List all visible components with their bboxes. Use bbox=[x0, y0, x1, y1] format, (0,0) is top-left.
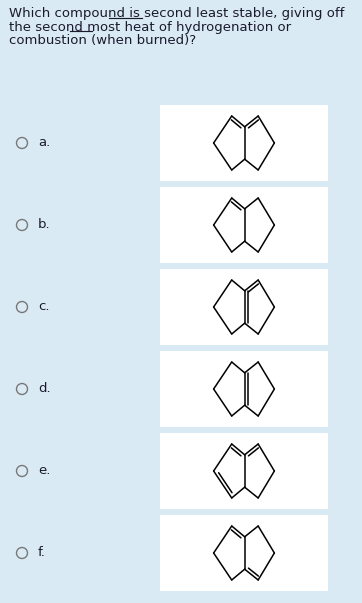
Text: d.: d. bbox=[38, 382, 51, 396]
Text: c.: c. bbox=[38, 300, 50, 314]
Text: combustion (when burned)?: combustion (when burned)? bbox=[9, 34, 196, 47]
Bar bbox=[160, 351, 328, 427]
Text: b.: b. bbox=[38, 218, 51, 232]
Bar bbox=[160, 269, 328, 345]
Bar bbox=[160, 515, 328, 591]
Text: Which compound is second least stable, giving off: Which compound is second least stable, g… bbox=[9, 7, 344, 20]
Text: f.: f. bbox=[38, 546, 46, 560]
Text: the second most heat of hydrogenation or: the second most heat of hydrogenation or bbox=[9, 21, 291, 34]
Text: e.: e. bbox=[38, 464, 50, 478]
Bar bbox=[160, 105, 328, 181]
Bar bbox=[160, 433, 328, 509]
Bar bbox=[160, 187, 328, 263]
Text: a.: a. bbox=[38, 136, 50, 150]
